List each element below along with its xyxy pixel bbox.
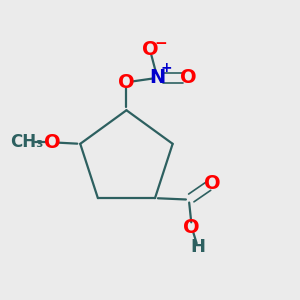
Text: N: N (149, 68, 166, 87)
Text: H: H (190, 238, 205, 256)
Text: +: + (161, 61, 172, 75)
Text: CH₃: CH₃ (11, 133, 44, 151)
Text: O: O (142, 40, 158, 59)
Text: −: − (154, 36, 167, 51)
Text: O: O (118, 73, 135, 92)
Text: O: O (44, 133, 61, 152)
Text: O: O (204, 174, 221, 193)
Text: O: O (180, 68, 196, 87)
Text: O: O (184, 218, 200, 237)
